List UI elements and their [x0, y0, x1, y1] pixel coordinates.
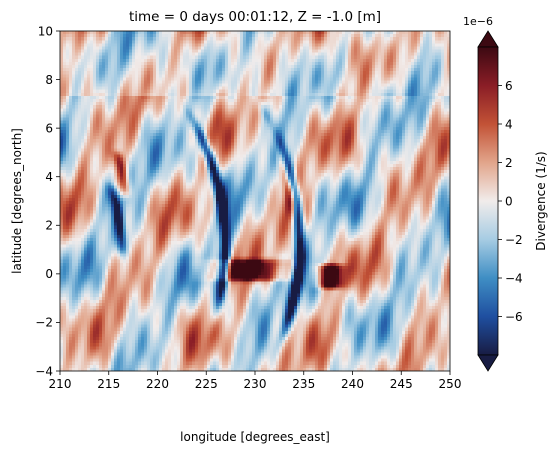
colorbar-extend-top — [477, 30, 499, 48]
x-tick-label: 230 — [244, 377, 267, 391]
y-tick-label: 8 — [45, 73, 53, 87]
colorbar-tick-label: 6 — [505, 79, 513, 93]
colorbar-body — [477, 46, 499, 356]
x-axis-label: longitude [degrees_east] — [180, 430, 330, 444]
colorbar-tick-label: −6 — [505, 310, 523, 324]
x-tick-label: 225 — [195, 377, 218, 391]
y-axis-label: latitude [degrees_north] — [10, 128, 24, 274]
colorbar-extend-bottom — [477, 354, 499, 372]
colorbar-label: Divergence (1/s) — [534, 151, 548, 250]
y-tick-label: −2 — [35, 316, 53, 330]
chart-title: time = 0 days 00:01:12, Z = -1.0 [m] — [129, 9, 381, 25]
divergence-field — [60, 31, 450, 371]
colorbar-ticks: −6 −4 −2 0 2 4 6 — [498, 79, 523, 324]
x-tick-label: 250 — [439, 377, 462, 391]
y-tick-label: 10 — [38, 24, 53, 38]
colorbar-offset-text: 1e−6 — [463, 15, 493, 28]
y-tick-label: 2 — [45, 219, 53, 233]
colorbar-tick-label: −4 — [505, 271, 523, 285]
y-tick-label: 6 — [45, 121, 53, 135]
x-tick-label: 240 — [341, 377, 364, 391]
colorbar-tick-label: 4 — [505, 117, 513, 131]
colorbar-tick-label: 0 — [505, 194, 513, 208]
y-tick-label: 0 — [45, 267, 53, 281]
colorbar-tick-label: 2 — [505, 156, 513, 170]
y-tick-label: 4 — [45, 170, 53, 184]
heatmap-plot-area — [59, 30, 451, 372]
colorbar-tick-label: −2 — [505, 233, 523, 247]
x-axis-ticks: 210 215 220 225 230 235 240 245 250 — [49, 371, 462, 391]
x-tick-label: 220 — [146, 377, 169, 391]
colorbar: −6 −4 −2 0 2 4 6 1e−6 Divergence (1/s) — [463, 15, 548, 372]
x-tick-label: 215 — [97, 377, 120, 391]
y-axis-ticks: −4 −2 0 2 4 6 8 10 — [35, 24, 60, 378]
x-tick-label: 235 — [292, 377, 315, 391]
x-tick-label: 245 — [390, 377, 413, 391]
x-tick-label: 210 — [49, 377, 72, 391]
y-tick-label: −4 — [35, 364, 53, 378]
